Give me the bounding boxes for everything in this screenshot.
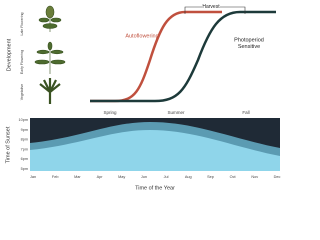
photoperiod-curve [90, 10, 276, 103]
harvest-bg [202, 3, 220, 10]
month-label: Jul [164, 175, 169, 179]
plant-icons [34, 5, 66, 104]
daylight-area [30, 130, 280, 171]
y-tick-label: 7pm [21, 147, 28, 151]
y-tick-label: 10pm [19, 118, 29, 122]
season-label: Fall [242, 110, 249, 115]
month-label: Dec [274, 175, 281, 179]
photoperiod-label: Sensitive [238, 44, 260, 50]
month-label: Nov [251, 175, 258, 179]
figure: Development Vegetative Early Flowering L… [5, 3, 281, 191]
development-label: Development [6, 38, 12, 71]
season-label: Summer [167, 110, 185, 115]
stage-label: Late Flowering [20, 12, 24, 35]
month-label: Jun [141, 175, 147, 179]
month-label: Jan [30, 175, 36, 179]
harvest-label: Harvest [202, 4, 220, 10]
y-tick-label: 6pm [21, 157, 28, 161]
stage-label: Vegetative [20, 84, 24, 100]
autoflowering-label: Autoflowering [125, 33, 158, 39]
stage-label: Early Flowering [20, 50, 24, 74]
month-label: Sep [207, 175, 214, 179]
month-label: May [118, 175, 125, 179]
month-label: Feb [52, 175, 59, 179]
month-label: Aug [185, 175, 192, 179]
month-label: Mar [74, 175, 81, 179]
season-label: Spring [103, 110, 117, 115]
x-axis-label: Time of the Year [135, 185, 175, 191]
y-tick-label: 9pm [21, 128, 28, 132]
photoperiod-label: Photoperiod [234, 37, 264, 43]
sunset-axis-label: Time of Sunset [5, 126, 11, 163]
y-tick-label: 8pm [21, 138, 28, 142]
month-label: Apr [97, 175, 104, 179]
autoflowering-curve [90, 10, 222, 103]
month-label: Oct [230, 175, 237, 179]
y-tick-label: 5pm [21, 167, 28, 171]
page: {"top": {"axis_label": "Development", "s… [5, 3, 281, 192]
